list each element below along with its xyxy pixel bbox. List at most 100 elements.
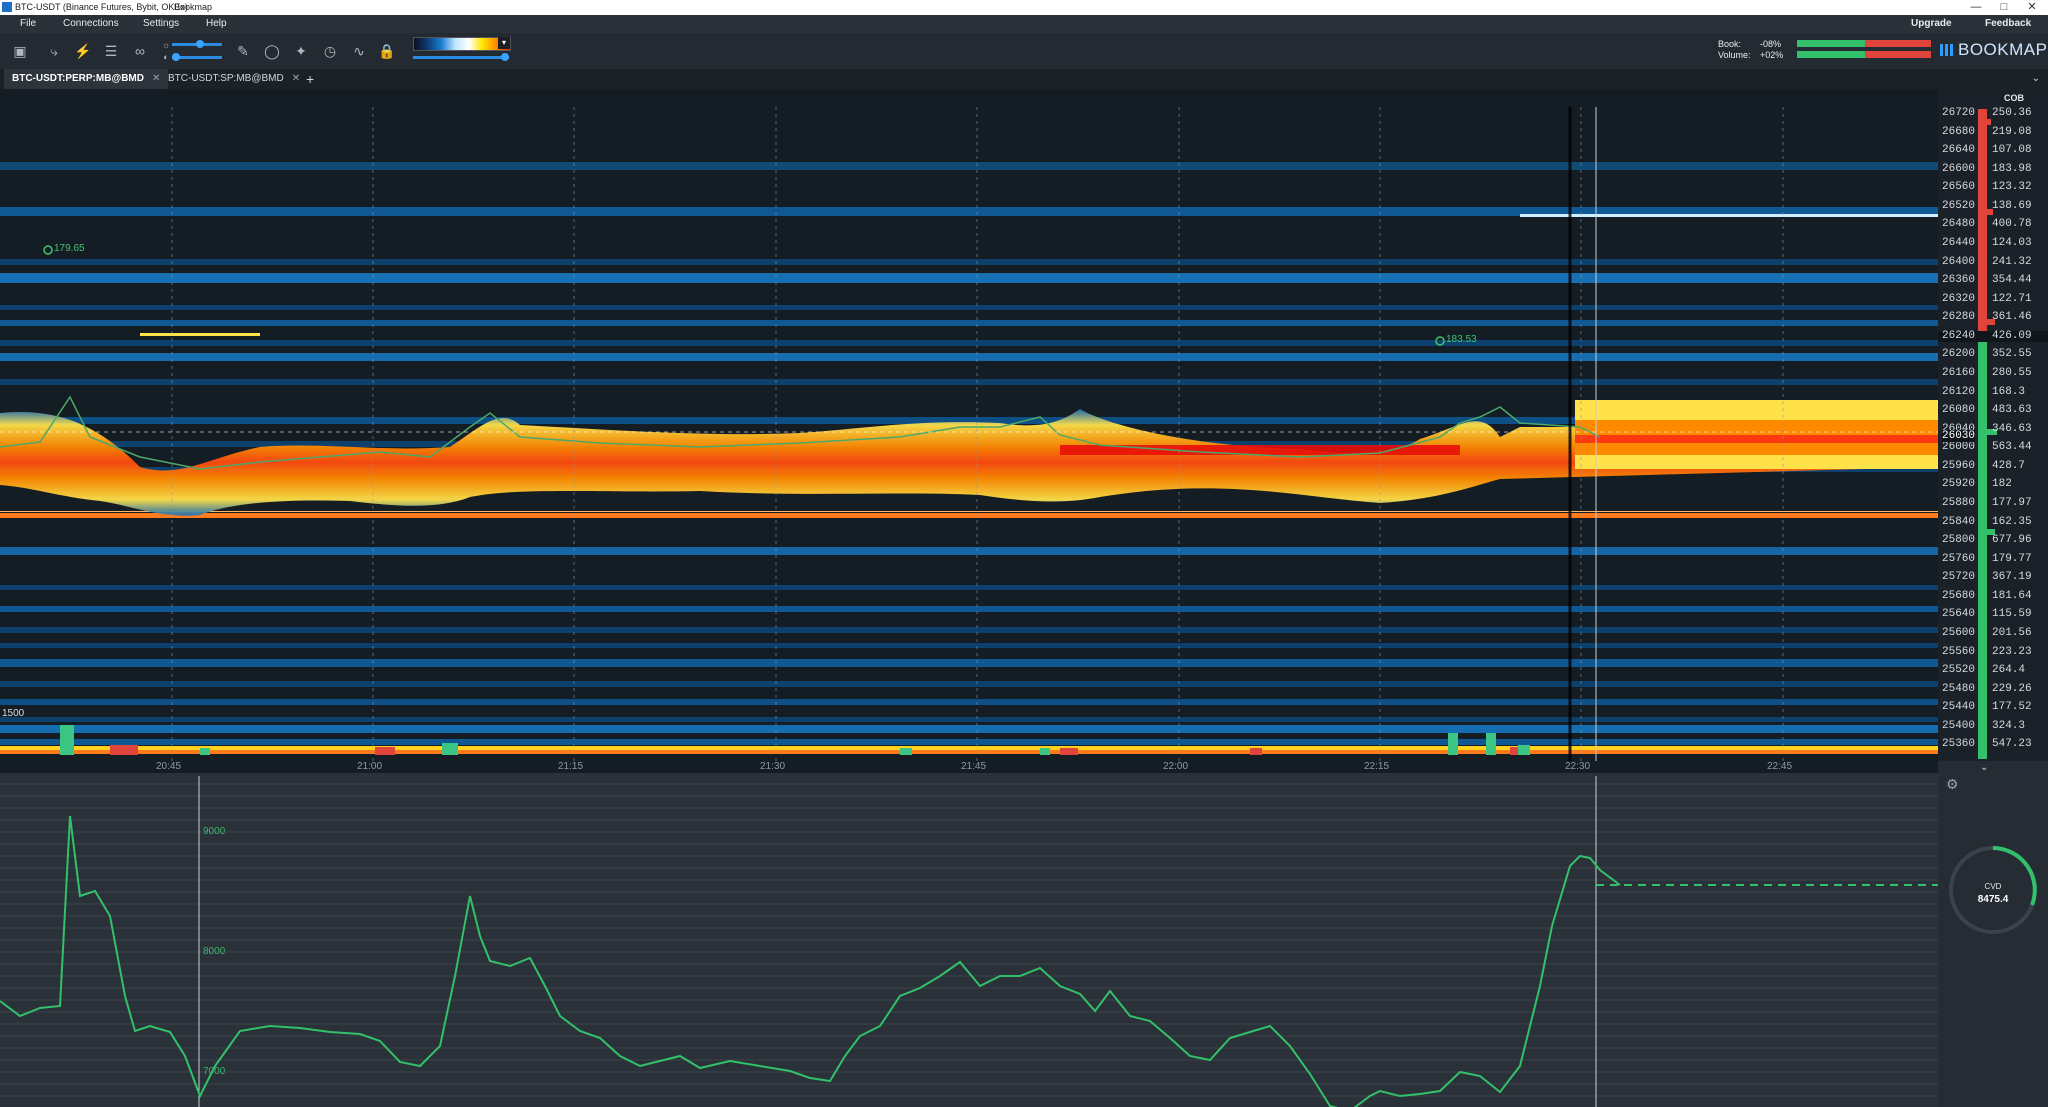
chat-icon[interactable]: ◯	[264, 43, 280, 59]
lock-icon[interactable]: 🔒	[378, 43, 396, 59]
time-label: 22:15	[1364, 761, 1390, 772]
cob-value: 367.19	[1992, 571, 2032, 583]
close-tab-icon[interactable]: ✕	[151, 73, 161, 84]
menu-file[interactable]: File	[20, 18, 37, 29]
heatmap-top-strip	[0, 89, 1938, 107]
time-label: 22:00	[1163, 761, 1189, 772]
time-label: 21:45	[961, 761, 987, 772]
heatmap-svg	[0, 107, 1938, 761]
price-label: 26080	[1942, 404, 1976, 416]
time-label: 20:45	[156, 761, 182, 772]
cvd-chart	[0, 776, 1938, 1107]
cob-header: COB	[2004, 93, 2024, 103]
price-label: 26480	[1942, 218, 1976, 230]
price-label: 26200	[1942, 348, 1976, 360]
minimize-icon[interactable]: —	[1970, 1, 1982, 13]
contrast-icon: ◐	[163, 52, 169, 62]
layers-icon[interactable]: ☰	[104, 43, 118, 59]
price-label: 26240	[1942, 330, 1976, 342]
price-label: 25960	[1942, 460, 1976, 472]
tab-perp[interactable]: BTC-USDT:PERP:MB@BMD ✕	[4, 69, 169, 89]
price-label: 26400	[1942, 256, 1976, 268]
tab-spot[interactable]: BTC-USDT:SP:MB@BMD ✕	[160, 69, 308, 89]
price-label: 25680	[1942, 590, 1976, 602]
price-label: 26280	[1942, 311, 1976, 323]
chevron-down-icon[interactable]: ⌄	[1980, 762, 1989, 773]
contrast-slider[interactable]	[172, 56, 222, 59]
add-tab-icon[interactable]: +	[306, 71, 315, 87]
bookmap-logo-icon	[1940, 44, 1954, 56]
price-label: 26560	[1942, 181, 1976, 193]
time-axis: 20:45 21:00 21:15 21:30 21:45 22:00 22:1…	[0, 761, 1938, 773]
contrast-slider-knob[interactable]	[172, 53, 180, 61]
volume-value: +02%	[1760, 50, 1784, 60]
cob-value: 124.03	[1992, 237, 2032, 249]
price-label: 25600	[1942, 627, 1976, 639]
price-label: 25520	[1942, 664, 1976, 676]
cvd-y-label: 7000	[203, 1066, 226, 1077]
cvd-value: 8475.4	[1977, 894, 2009, 905]
lightning-icon[interactable]: ⚡	[74, 43, 92, 59]
crosshair-icon[interactable]: ✦	[295, 43, 307, 59]
close-tab-icon[interactable]: ✕	[291, 73, 301, 84]
cob-value: 177.97	[1992, 497, 2032, 509]
cob-value: 547.23	[1992, 738, 2032, 750]
price-label: 25880	[1942, 497, 1976, 509]
book-label: Book:	[1718, 39, 1742, 49]
price-label: 26160	[1942, 367, 1976, 379]
feedback-link[interactable]: Feedback	[1985, 18, 2032, 29]
cob-value: 168.3	[1992, 386, 2026, 398]
share-icon[interactable]: ⤷	[50, 43, 58, 59]
price-label: 26640	[1942, 144, 1976, 156]
cob-value: 179.77	[1992, 553, 2032, 565]
price-label: 26000	[1942, 441, 1976, 453]
menu-help[interactable]: Help	[206, 18, 227, 29]
book-meter-buy	[1797, 40, 1865, 47]
time-label: 21:15	[558, 761, 584, 772]
price-label: 25640	[1942, 608, 1976, 620]
panel-divider[interactable]	[0, 773, 2048, 776]
price-label: 26680	[1942, 126, 1976, 138]
cob-value: 223.23	[1992, 646, 2032, 658]
cvd-label: CVD	[1984, 882, 2002, 891]
cob-value: 426.09	[1992, 330, 2032, 342]
chevron-down-icon[interactable]: ⌄	[2031, 73, 2040, 84]
volume-scale-label: 1500	[2, 708, 25, 719]
brightness-slider-knob[interactable]	[196, 40, 204, 48]
cvd-indicator-pane[interactable]: 9000 8000 7000	[0, 776, 1938, 1107]
cob-value: 346.63	[1992, 423, 2032, 435]
menu-connections[interactable]: Connections	[63, 18, 119, 29]
color-scale-dropdown-icon[interactable]: ▾	[498, 37, 510, 49]
volume-meter-sell	[1865, 51, 1931, 58]
tab-spot-label: BTC-USDT:SP:MB@BMD	[168, 73, 284, 84]
timer-icon[interactable]: ◷	[323, 43, 337, 59]
pencil-icon[interactable]: ✎	[237, 43, 249, 59]
heatmap-contrast-slider[interactable]	[413, 56, 509, 59]
price-cob-column	[1938, 89, 2048, 761]
close-icon[interactable]: ✕	[2027, 1, 2037, 13]
order-book-heatmap[interactable]: 179.65 183.53 1500	[0, 107, 1938, 761]
cob-value: 361.46	[1992, 311, 2032, 323]
upgrade-link[interactable]: Upgrade	[1911, 18, 1952, 29]
maximize-icon[interactable]: □	[2000, 1, 2008, 13]
cvd-y-label: 9000	[203, 826, 226, 837]
indicators-icon[interactable]: ∿	[353, 43, 365, 59]
cob-value: 162.35	[1992, 516, 2032, 528]
price-label: 25840	[1942, 516, 1976, 528]
cob-value: 563.44	[1992, 441, 2032, 453]
link-icon[interactable]: ∞	[135, 43, 145, 59]
cob-value: 428.7	[1992, 460, 2026, 472]
menu-settings[interactable]: Settings	[143, 18, 180, 29]
cob-value: 177.52	[1992, 701, 2032, 713]
heatmap-contrast-knob[interactable]	[501, 53, 509, 61]
price-label: 25800	[1942, 534, 1976, 546]
price-label: 25400	[1942, 720, 1976, 732]
price-label: 26360	[1942, 274, 1976, 286]
bookmap-logo-text: BOOKMAP	[1958, 40, 2048, 59]
book-value: -08%	[1760, 39, 1782, 49]
price-label: 26720	[1942, 107, 1976, 119]
cob-value: 122.71	[1992, 293, 2032, 305]
heatmap-color-scale[interactable]	[413, 37, 511, 51]
screenshot-icon[interactable]: ▣	[13, 43, 27, 59]
gear-icon[interactable]: ⚙	[1946, 776, 1959, 792]
